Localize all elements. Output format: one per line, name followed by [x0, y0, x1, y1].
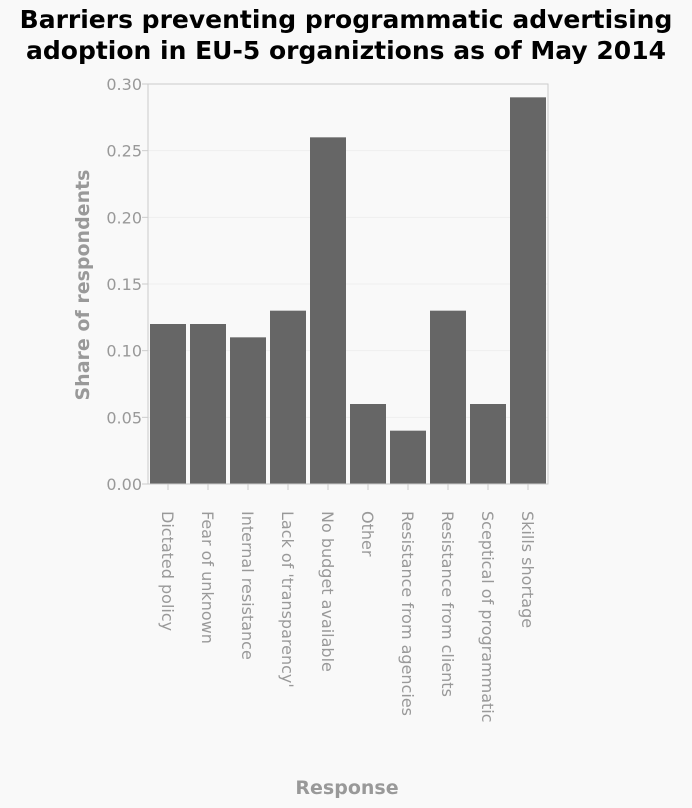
bar	[310, 137, 346, 485]
bar	[390, 430, 426, 484]
x-tick-label: No budget available	[318, 511, 337, 672]
bar	[270, 310, 306, 484]
bar	[470, 404, 506, 484]
bars	[150, 97, 546, 485]
bar	[510, 97, 546, 484]
x-tick-label: Other	[358, 511, 377, 557]
y-tick-label: 0.20	[106, 208, 142, 227]
bar	[230, 337, 266, 484]
y-tick-label: 0.05	[106, 408, 142, 427]
y-tick-label: 0.10	[106, 342, 142, 361]
x-tick-label: Sceptical of programmatic	[478, 511, 497, 723]
bar	[150, 324, 186, 484]
y-tick-label: 0.25	[106, 142, 142, 161]
chart-title-line-1: Barriers preventing programmatic adverti…	[19, 5, 673, 34]
y-tick-label: 0.15	[106, 275, 142, 294]
y-axis-title: Share of respondents	[72, 170, 94, 401]
x-tick-label: Resistance from agencies	[398, 511, 417, 716]
y-tick-label: 0.00	[106, 475, 142, 494]
axes	[142, 83, 549, 490]
x-tick-label: Lack of 'transparency'	[278, 511, 297, 688]
plot-frame	[147, 83, 549, 485]
bar	[190, 324, 226, 484]
chart-title-line-2: adoption in EU-5 organiztions as of May …	[26, 36, 666, 65]
bar	[350, 404, 386, 484]
y-tick-label: 0.30	[106, 75, 142, 94]
chart-title: Barriers preventing programmatic adverti…	[0, 4, 692, 66]
x-tick-label: Resistance from clients	[438, 511, 457, 697]
x-axis-title: Response	[295, 777, 398, 799]
x-tick-label: Skills shortage	[518, 511, 537, 628]
x-tick-label: Internal resistance	[238, 511, 257, 660]
bar	[430, 310, 466, 484]
x-tick-label: Fear of unknown	[198, 511, 217, 644]
x-tick-label: Dictated policy	[158, 511, 177, 631]
tick-labels: 0.00 0.05 0.10 0.15 0.20 0.25 0.30 Dictated pol…	[106, 75, 537, 723]
